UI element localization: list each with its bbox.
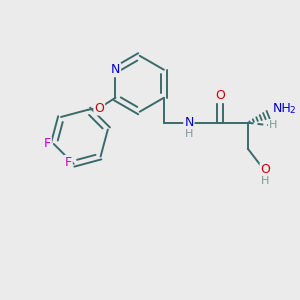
Text: O: O [94,101,104,115]
Text: H: H [261,176,270,186]
Text: N: N [184,116,194,129]
Text: F: F [65,156,72,169]
Text: N: N [111,63,120,76]
Text: 2: 2 [289,106,295,116]
Text: H: H [269,120,277,130]
Text: O: O [215,89,225,102]
Text: O: O [261,164,270,176]
Text: H: H [185,129,193,139]
Text: F: F [44,137,51,151]
Text: NH: NH [273,102,292,115]
